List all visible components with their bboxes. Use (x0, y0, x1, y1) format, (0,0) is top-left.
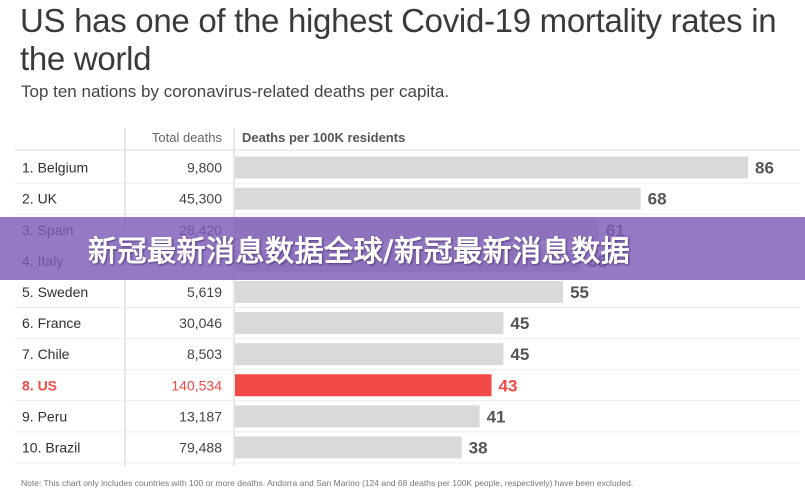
chart-title: US has one of the highest Covid-19 morta… (20, 2, 777, 77)
header-deaths-per-100k: Deaths per 100K residents (242, 130, 405, 145)
total-deaths-value: 45,300 (179, 191, 222, 207)
bar (235, 405, 480, 428)
bar-value-label: 41 (487, 407, 506, 426)
bar-value-label: 68 (648, 190, 667, 209)
overlay-banner: 新冠最新消息数据全球/新冠最新消息数据 (0, 217, 805, 280)
bar-value-label: 55 (570, 283, 589, 302)
bar-value-label: 45 (510, 345, 529, 364)
chart-note: Note: This chart only includes countries… (21, 478, 634, 488)
bar-value-label: 43 (499, 376, 518, 395)
country-label: 10. Brazil (22, 439, 80, 455)
country-label: 6. France (22, 315, 81, 331)
bar (235, 343, 504, 366)
country-label: 7. Chile (22, 346, 70, 362)
chart-subtitle: Top ten nations by coronavirus-related d… (21, 82, 450, 101)
banner-text: 新冠最新消息数据全球/新冠最新消息数据 (88, 233, 631, 268)
total-deaths-value: 13,187 (179, 408, 222, 424)
bar-value-label: 38 (469, 438, 488, 457)
total-deaths-value: 9,800 (187, 160, 222, 176)
country-label: 8. US (22, 377, 57, 393)
total-deaths-value: 30,046 (179, 315, 222, 331)
bar (235, 374, 492, 397)
total-deaths-value: 140,534 (171, 377, 222, 393)
total-deaths-value: 79,488 (179, 439, 222, 455)
total-deaths-value: 8,503 (187, 346, 222, 362)
total-deaths-value: 5,619 (187, 284, 222, 300)
country-label: 5. Sweden (22, 284, 88, 300)
bar-value-label: 45 (510, 314, 529, 333)
country-label: 9. Peru (22, 408, 67, 424)
country-label: 2. UK (22, 191, 58, 207)
header-total-deaths: Total deaths (152, 130, 223, 145)
bar (235, 312, 504, 335)
bar (235, 156, 748, 179)
country-label: 1. Belgium (22, 160, 88, 176)
bar-chart: Total deaths Deaths per 100K residents 1. … (15, 128, 800, 466)
bar-value-label: 86 (755, 159, 774, 178)
bar (235, 187, 641, 210)
bar (235, 436, 462, 459)
bar (235, 280, 564, 303)
